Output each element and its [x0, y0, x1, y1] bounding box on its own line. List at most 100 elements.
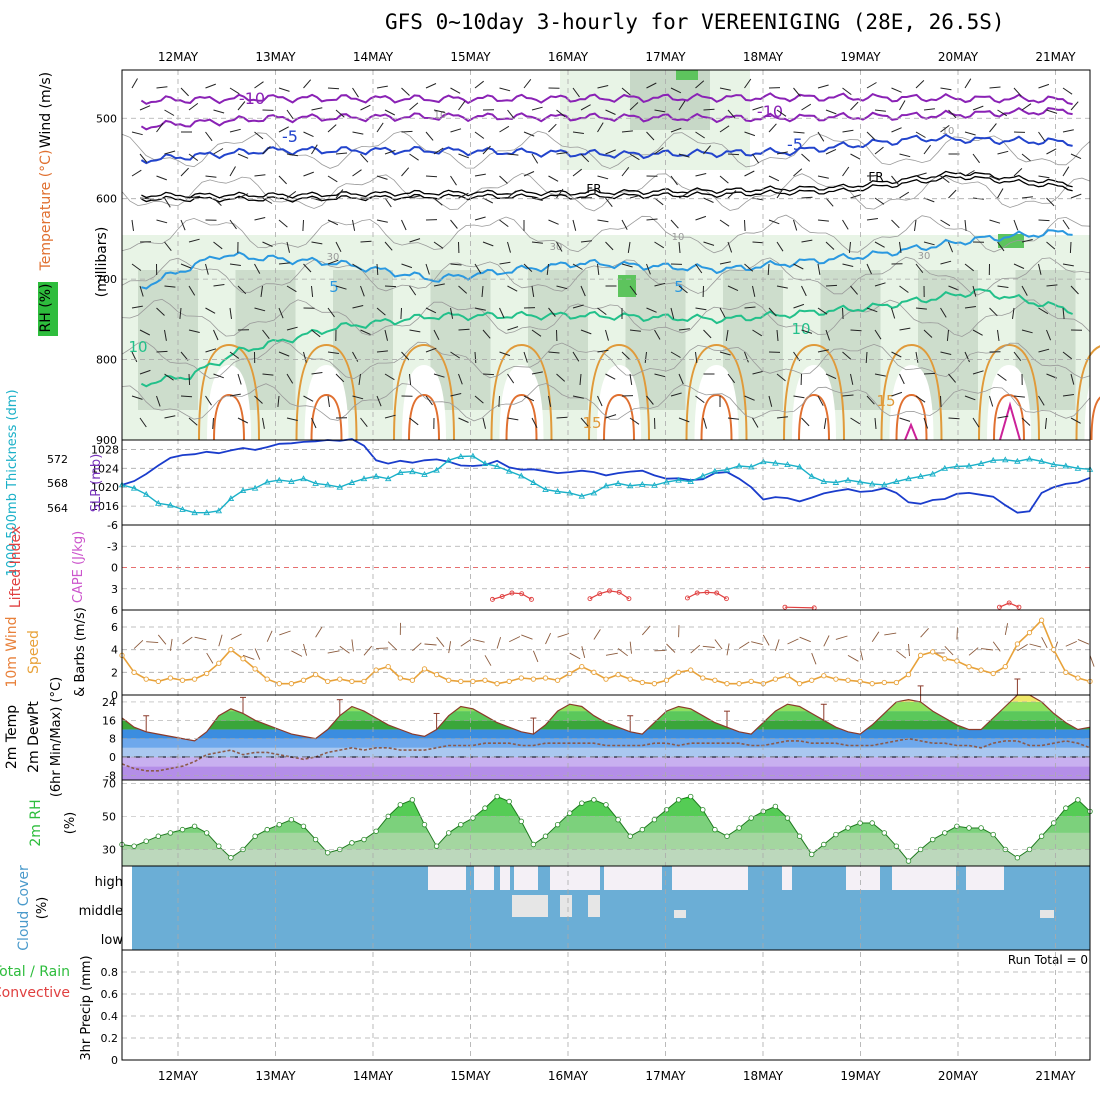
wind-tick: 6: [111, 621, 118, 634]
rh-marker: [217, 844, 222, 849]
date-label-top: 18MAY: [743, 50, 784, 64]
wind-barb: [769, 124, 776, 132]
wind-barb: [303, 220, 304, 231]
wind-marker: [592, 670, 596, 674]
rh-marker: [204, 831, 209, 836]
wind-marker: [580, 664, 584, 668]
wind-barb: [1022, 197, 1033, 198]
temp-band: [122, 702, 1090, 711]
wind-barb: [1022, 154, 1031, 161]
rh-marker: [434, 844, 439, 849]
rh-marker: [398, 803, 403, 808]
surface-barb: [449, 641, 451, 653]
wind-marker: [459, 679, 463, 683]
wind-barb: [451, 176, 457, 185]
wind-barb: [206, 132, 213, 141]
wind-barb: [1039, 176, 1050, 178]
cloud-gap-high: [500, 866, 510, 890]
wind-barb: [287, 110, 293, 119]
wind-barb: [230, 88, 239, 94]
wind-marker: [1039, 618, 1043, 622]
wind-barb: [990, 220, 1001, 223]
wind-marker: [1064, 670, 1068, 674]
wind-marker: [713, 678, 717, 682]
wind-barb: [598, 220, 609, 222]
wind-marker: [326, 679, 330, 683]
wind-barb: [794, 132, 805, 133]
rh-marker: [180, 827, 185, 832]
rh-marker: [289, 817, 294, 822]
cloud-gap-high: [550, 866, 600, 890]
surface-barb: [255, 649, 260, 660]
rh-marker: [628, 834, 633, 839]
wind-barb: [769, 176, 779, 181]
surface-barb: [739, 642, 749, 649]
wind-marker: [725, 681, 729, 685]
surface-barb: [533, 651, 538, 662]
wind-barb: [402, 168, 409, 176]
wind-barb: [238, 154, 248, 158]
wind-barb: [214, 110, 225, 113]
wind-barb: [451, 88, 461, 93]
surface-barb: [836, 636, 848, 639]
surface-barb: [872, 632, 879, 642]
rh-marker: [882, 831, 887, 836]
wind-barb: [745, 220, 746, 231]
date-label-bottom: 19MAY: [840, 1069, 881, 1083]
contour-label: 10: [128, 338, 147, 356]
rh-marker: [640, 827, 645, 832]
wind-barb: [892, 88, 902, 92]
wind-marker: [217, 661, 221, 665]
wind-marker: [640, 680, 644, 684]
wind-barb: [818, 85, 829, 88]
wind-barb: [508, 154, 519, 155]
cloud-gap-high: [604, 866, 662, 890]
wind-barb: [924, 109, 935, 110]
surface-barb: [473, 639, 485, 642]
wind-marker: [628, 677, 632, 681]
date-label-bottom: 14MAY: [353, 1069, 394, 1083]
surface-barb: [231, 634, 242, 639]
wind-barb: [915, 220, 917, 231]
surface-barb: [812, 653, 816, 664]
rh-marker: [967, 826, 972, 831]
wind-barb: [402, 88, 410, 96]
lifted-label: Lifted Index: [8, 526, 24, 608]
wind-marker: [979, 668, 983, 672]
wind-marker: [894, 680, 898, 684]
wind-barb: [255, 82, 264, 88]
run-total: Run Total = 0: [1008, 953, 1088, 967]
wind-barb: [892, 128, 902, 132]
date-label-top: 12MAY: [158, 50, 199, 64]
wind-marker: [1076, 676, 1080, 680]
wind-barb: [826, 285, 837, 286]
wind-barb: [720, 220, 729, 226]
wind-barb: [304, 132, 314, 137]
cloud-level-label: middle: [79, 904, 123, 919]
precip-label: 3hr Precip (mm): [79, 955, 94, 1060]
wind-barb: [818, 132, 824, 141]
surface-barb: [703, 646, 715, 647]
wind-barb: [867, 132, 875, 140]
wind-barb: [377, 220, 388, 222]
pressure-tick: 600: [96, 193, 117, 206]
wind-barb: [279, 88, 290, 91]
date-label-top: 14MAY: [353, 50, 394, 64]
wind-barb: [304, 80, 311, 88]
wind-marker: [676, 670, 680, 674]
cloud-gap-high: [966, 866, 1004, 890]
temp-tick: 8: [109, 733, 116, 746]
wind-barb: [508, 110, 515, 119]
contour-label: 30: [918, 251, 931, 262]
surface-barb: [896, 651, 906, 658]
wind-barb: [132, 79, 138, 89]
wind-marker: [955, 659, 959, 663]
surface-barb: [376, 648, 388, 649]
wind-marker: [338, 677, 342, 681]
rh-marker: [955, 824, 960, 829]
wind-marker: [967, 664, 971, 668]
wind-barb: [230, 129, 241, 132]
wind-barb: [353, 220, 355, 231]
rh-marker: [277, 822, 282, 827]
